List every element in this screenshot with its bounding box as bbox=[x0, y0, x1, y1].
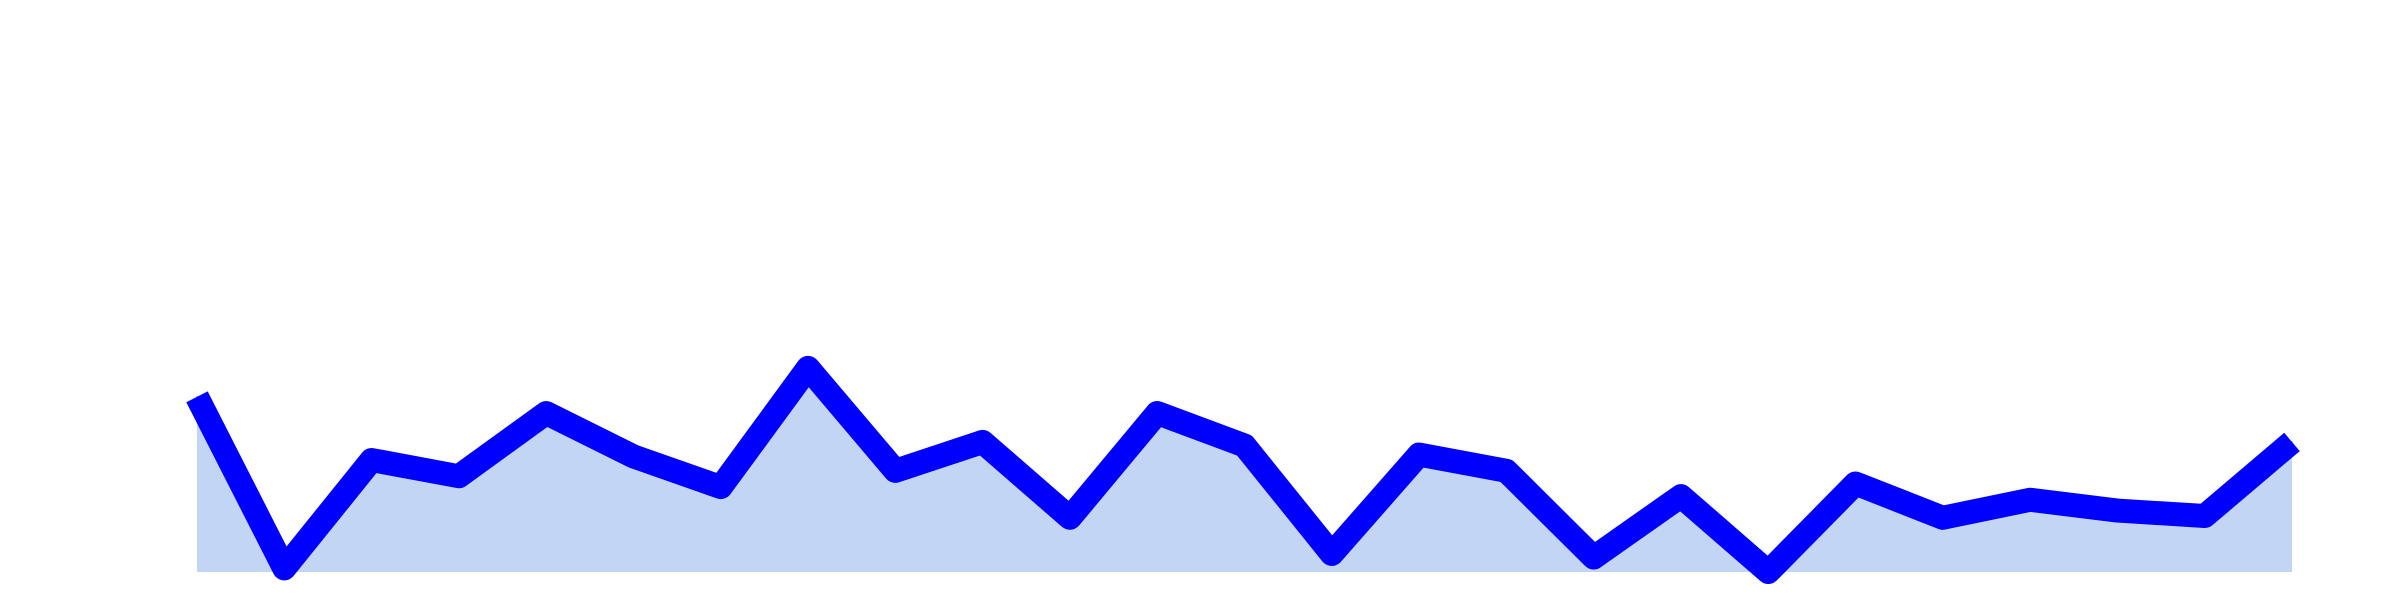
data-point bbox=[720, 486, 722, 488]
data-point bbox=[1942, 517, 1944, 519]
data-point bbox=[458, 475, 460, 477]
data-point bbox=[807, 367, 809, 369]
data-point bbox=[371, 459, 373, 461]
data-point bbox=[1331, 553, 1333, 555]
data-point bbox=[1505, 470, 1507, 472]
data-point bbox=[1244, 445, 1245, 447]
data-point bbox=[1767, 571, 1769, 573]
data-point bbox=[982, 441, 984, 443]
area-fill-layer bbox=[197, 367, 2292, 572]
data-point bbox=[632, 455, 634, 457]
data-point bbox=[1680, 495, 1682, 497]
data-point bbox=[1593, 557, 1595, 559]
data-point bbox=[2204, 515, 2206, 517]
data-point bbox=[196, 396, 198, 398]
data-point bbox=[2116, 510, 2118, 512]
data-point bbox=[2291, 441, 2293, 443]
data-point bbox=[1156, 412, 1158, 414]
data-point bbox=[1855, 482, 1857, 484]
series-line-layer bbox=[186, 355, 2300, 584]
data-point bbox=[283, 567, 285, 569]
data-point bbox=[2029, 499, 2031, 501]
data-point bbox=[894, 470, 896, 472]
data-point bbox=[545, 412, 547, 414]
data-point bbox=[1069, 517, 1071, 519]
data-point bbox=[1418, 454, 1420, 456]
area-fill bbox=[197, 367, 2292, 572]
